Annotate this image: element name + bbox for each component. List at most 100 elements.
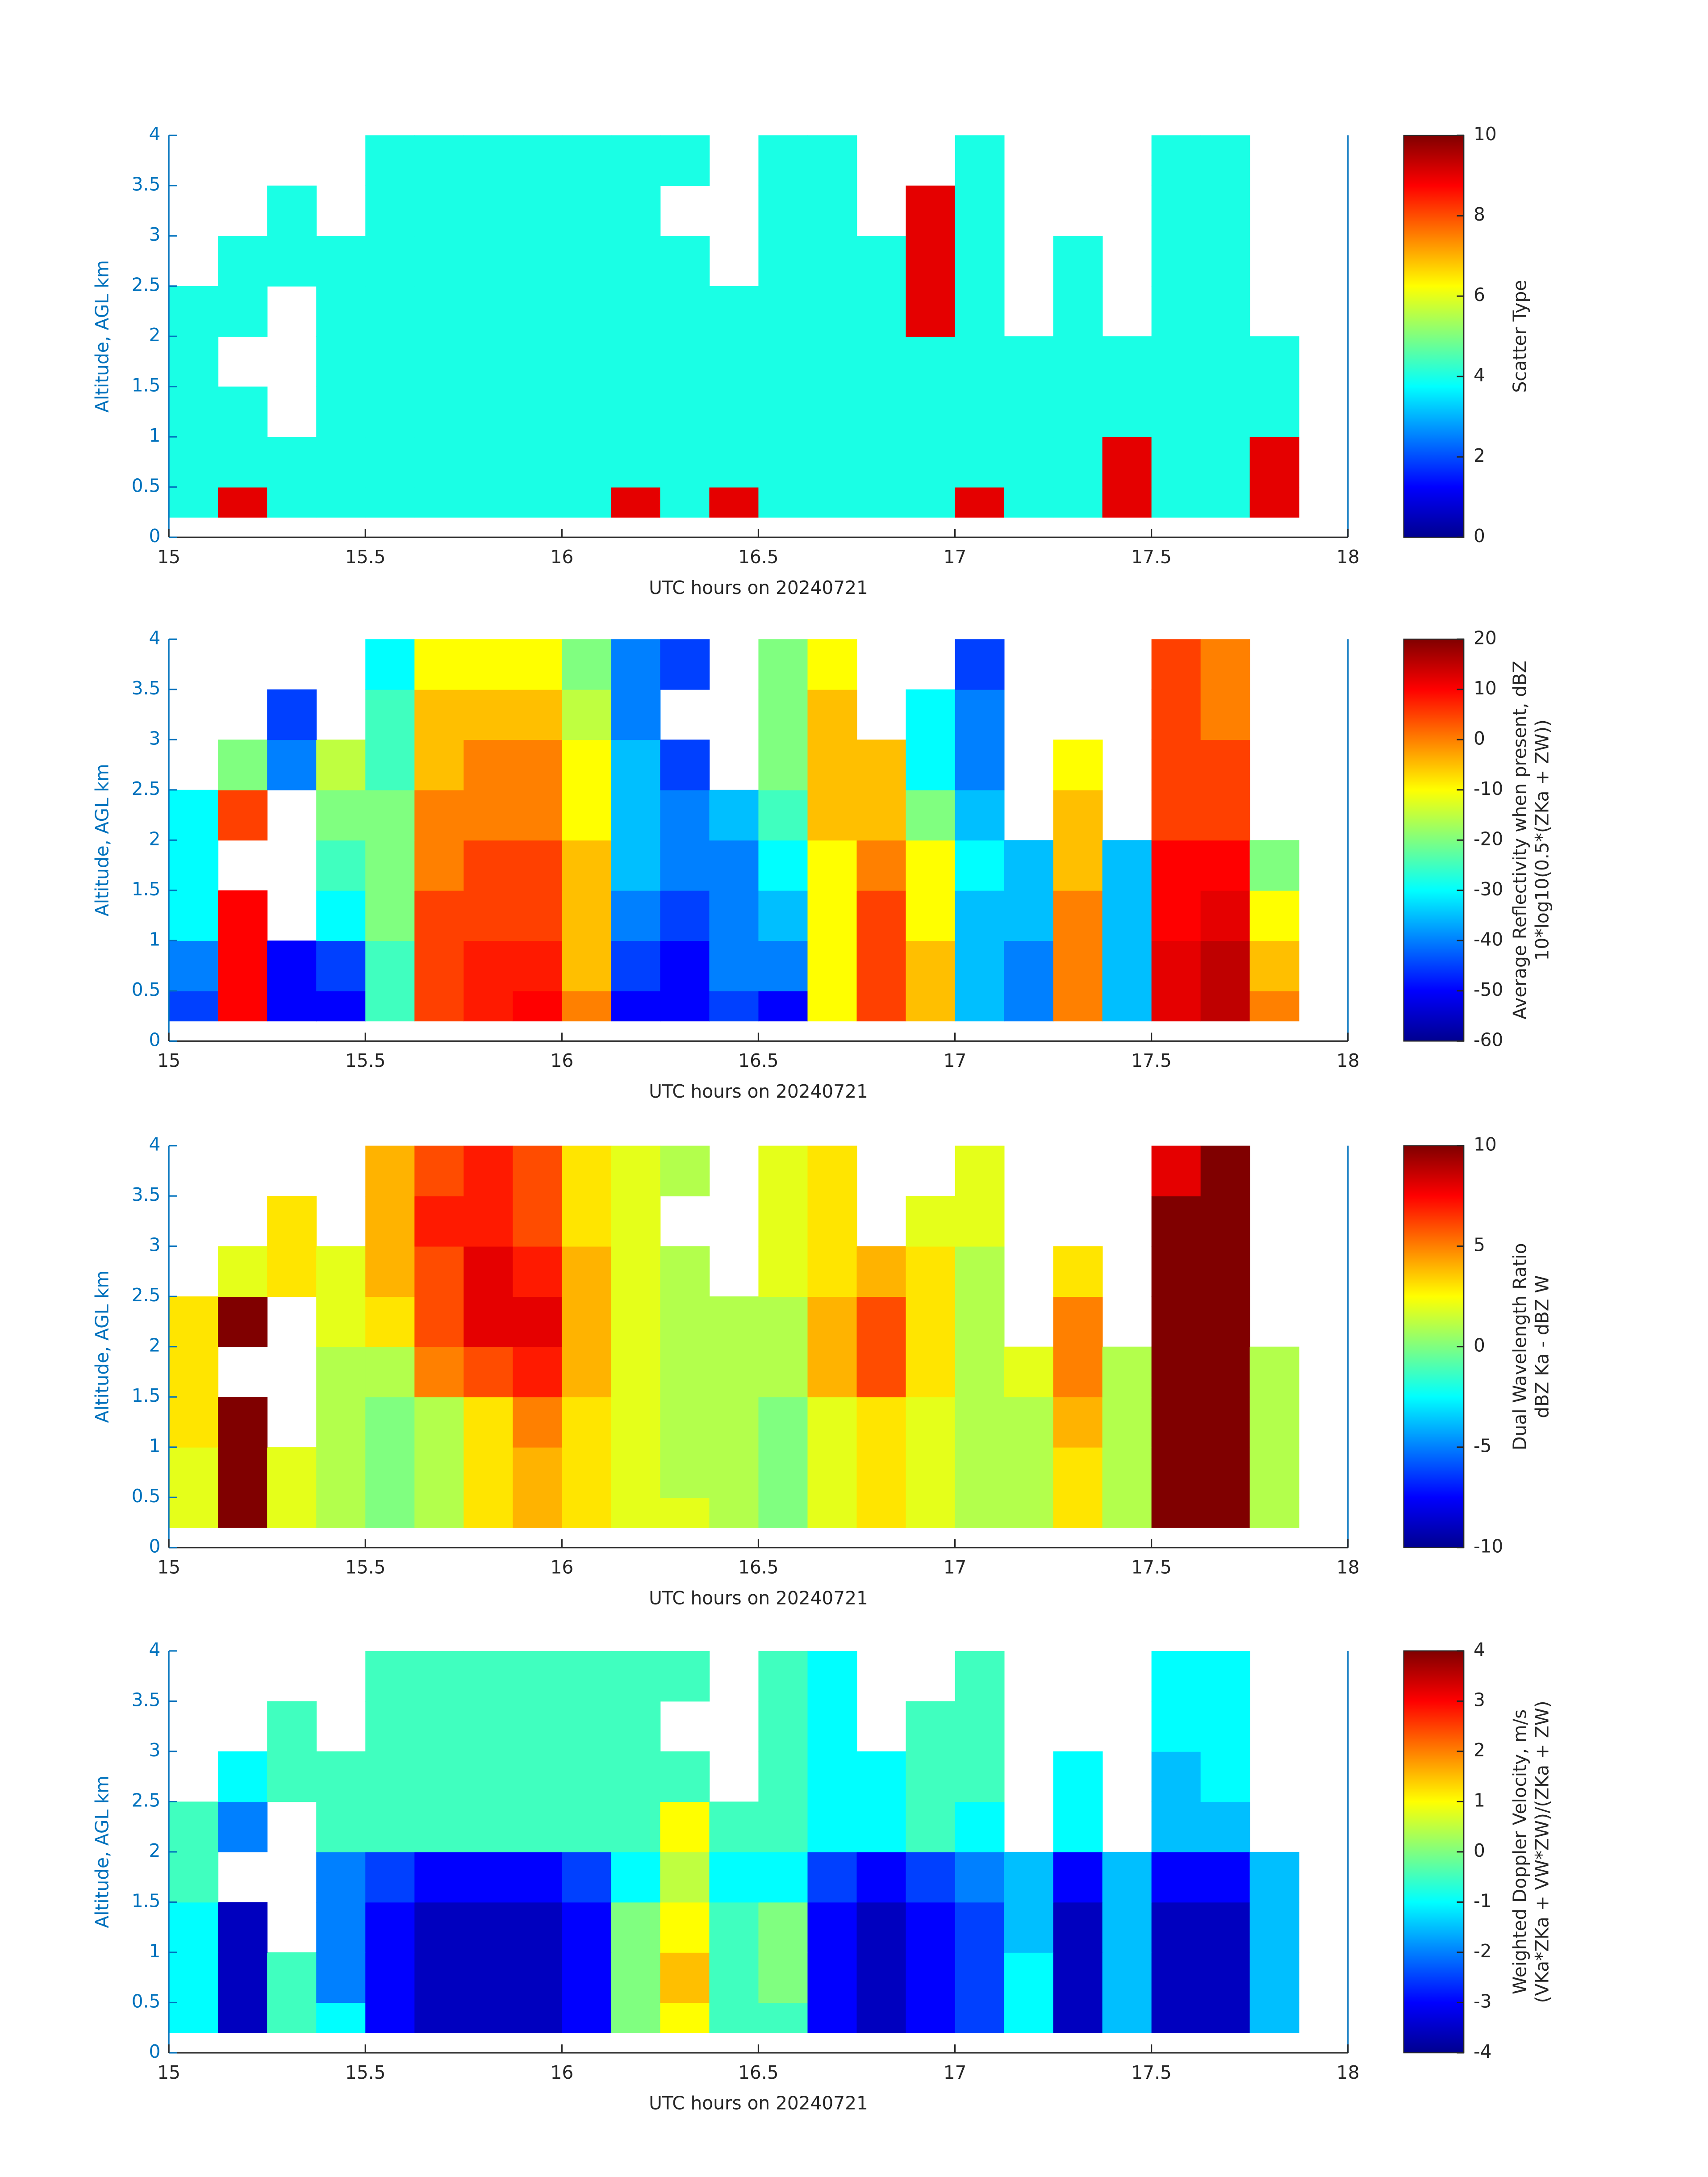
heat-cell	[906, 336, 956, 387]
heat-cell	[906, 386, 956, 438]
heat-cell	[906, 790, 956, 841]
heat-cell	[1053, 1851, 1103, 1903]
heat-cell	[660, 286, 710, 337]
heat-cell	[562, 386, 612, 438]
heat-cell	[807, 840, 857, 891]
heat-cell	[562, 1801, 612, 1852]
heat-cell	[513, 386, 563, 438]
heat-cell	[169, 2002, 219, 2033]
heat-cell	[1200, 840, 1250, 891]
heat-cell	[709, 1952, 759, 2003]
heat-cell	[464, 1902, 514, 1953]
y-tick-label: 3.5	[132, 1689, 161, 1710]
colorbar-tick-label: 0	[1474, 525, 1485, 547]
heat-cell	[464, 386, 514, 438]
heat-cell	[316, 1497, 366, 1528]
heat-cell	[611, 990, 661, 1022]
heat-cell	[807, 2002, 857, 2033]
heat-cell	[807, 1902, 857, 1953]
heat-cell	[1151, 689, 1201, 740]
heat-cell	[365, 437, 415, 488]
heat-cell	[1151, 1851, 1201, 1903]
heat-cell	[807, 236, 857, 287]
y-tick-label: 0	[149, 525, 161, 547]
heat-cell	[513, 236, 563, 287]
heat-cell	[807, 639, 857, 690]
heat-cell	[1102, 2002, 1152, 2033]
heat-cell	[660, 2002, 710, 2033]
y-tick-label: 2	[149, 1335, 161, 1356]
heat-cell	[1102, 990, 1152, 1022]
heat-cell	[169, 940, 219, 991]
x-tick-label: 15	[157, 1557, 180, 1578]
x-axis-label: UTC hours on 20240721	[649, 2093, 868, 2114]
heat-cell	[1053, 1246, 1103, 1297]
heat-cell	[660, 1397, 710, 1448]
heat-cell	[169, 437, 219, 488]
heat-cell	[1200, 1346, 1250, 1398]
heat-cell	[709, 1801, 759, 1852]
heat-cell	[414, 790, 464, 841]
heat-cell	[856, 1346, 906, 1398]
heat-cell	[169, 1851, 219, 1903]
heat-cell	[1151, 1497, 1201, 1528]
heat-cell	[1151, 1346, 1201, 1398]
heat-cell	[709, 1902, 759, 1953]
heat-cell	[218, 1246, 268, 1297]
heat-cell	[758, 1851, 808, 1903]
heat-cell	[1151, 639, 1201, 690]
heat-cell	[316, 1801, 366, 1852]
x-tick-label: 15	[157, 1050, 180, 1071]
heat-cell	[513, 437, 563, 488]
heat-cell	[414, 940, 464, 991]
heat-cell	[758, 1952, 808, 2003]
heat-cell	[955, 1296, 1005, 1347]
heat-cell	[218, 386, 268, 438]
heat-cell	[856, 1497, 906, 1528]
heat-cell	[365, 890, 415, 941]
heat-cell	[807, 1296, 857, 1347]
heat-cell	[1004, 386, 1054, 438]
heat-cell	[1053, 1397, 1103, 1448]
y-tick-label: 4	[149, 1639, 161, 1660]
colorbar-tick-label: -1	[1474, 1890, 1492, 1911]
heat-cell	[709, 1851, 759, 1903]
heat-cell	[562, 286, 612, 337]
heat-cell	[758, 990, 808, 1022]
heat-cell	[218, 790, 268, 841]
heat-cell	[856, 1952, 906, 2003]
heat-cell	[267, 1447, 317, 1498]
heat-cell	[1151, 135, 1201, 186]
heat-cell	[414, 286, 464, 337]
heat-cell	[316, 1447, 366, 1498]
heat-cell	[611, 487, 661, 518]
heat-cell	[1151, 990, 1201, 1022]
heat-cell	[955, 689, 1005, 740]
colorbar-tick-label: 0	[1474, 1840, 1485, 1861]
heat-cell	[513, 990, 563, 1022]
heat-cell	[1151, 1145, 1201, 1197]
heat-cell	[316, 1346, 366, 1398]
heat-cell	[955, 1902, 1005, 1953]
heat-cell	[267, 1952, 317, 2003]
colorbar-tick-label: 4	[1474, 364, 1485, 386]
heat-cell	[1102, 890, 1152, 941]
heat-cell	[1200, 185, 1250, 237]
x-tick-label: 18	[1336, 1050, 1360, 1071]
heat-cell	[365, 185, 415, 237]
heat-cell	[513, 1751, 563, 1802]
heat-cell	[464, 1701, 514, 1752]
heat-cell	[562, 1296, 612, 1347]
heat-cell	[807, 1346, 857, 1398]
heat-cell	[955, 1751, 1005, 1802]
heat-cell	[169, 1902, 219, 1953]
heat-cell	[316, 336, 366, 387]
heat-cell	[1102, 1346, 1152, 1398]
heat-cell	[1151, 840, 1201, 891]
heat-cell	[414, 1246, 464, 1297]
heat-cell	[1151, 1196, 1201, 1247]
heat-cell	[906, 1751, 956, 1802]
heat-cell	[464, 185, 514, 237]
heat-cell	[464, 890, 514, 941]
